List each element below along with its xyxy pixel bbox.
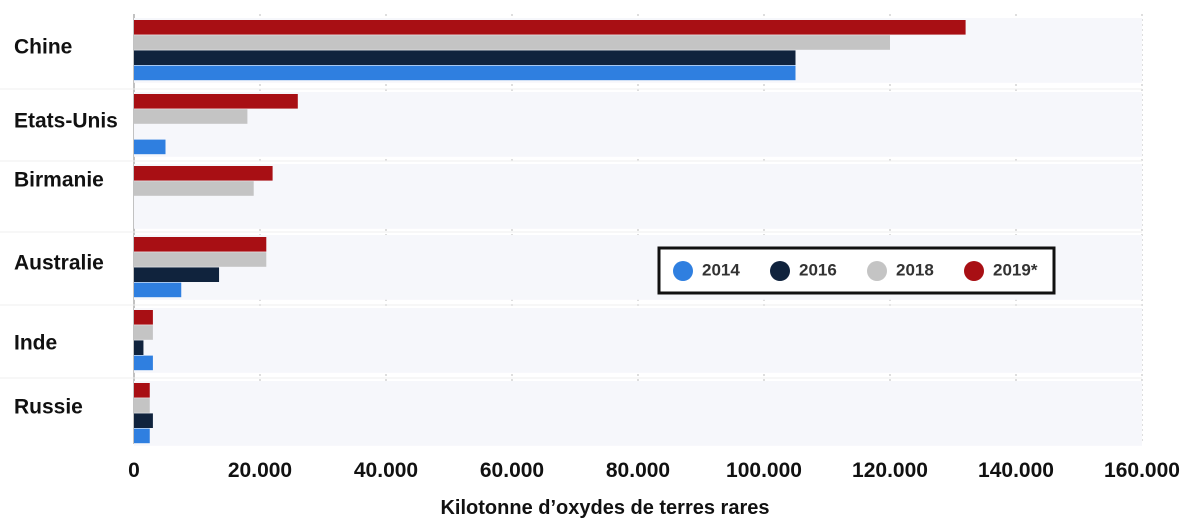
bar bbox=[134, 252, 267, 267]
legend-marker bbox=[964, 261, 984, 281]
bar bbox=[134, 428, 150, 444]
bar bbox=[134, 267, 220, 282]
legend-marker bbox=[867, 261, 887, 281]
category-label: Birmanie bbox=[14, 169, 104, 192]
category-label: Russie bbox=[14, 396, 83, 419]
x-tick-label: 120.000 bbox=[852, 459, 928, 482]
category-band bbox=[134, 164, 1142, 229]
bar bbox=[134, 237, 267, 252]
bars bbox=[134, 20, 966, 444]
bar bbox=[134, 181, 254, 196]
category-label: Australie bbox=[14, 252, 104, 275]
bar bbox=[134, 282, 182, 298]
category-label: Chine bbox=[14, 36, 72, 59]
legend: 2014 2016 2018 2019* bbox=[657, 246, 1056, 295]
category-band bbox=[134, 92, 1142, 157]
bar bbox=[134, 383, 150, 398]
category-label: Etats-Unis bbox=[14, 110, 118, 133]
x-tick-label: 100.000 bbox=[726, 459, 802, 482]
bar bbox=[134, 50, 796, 65]
bar bbox=[134, 355, 153, 371]
legend-label: 2014 bbox=[702, 260, 740, 279]
bar bbox=[134, 139, 166, 155]
category-band bbox=[134, 308, 1142, 373]
bar bbox=[134, 35, 890, 50]
x-axis-title: Kilotonne d’oxydes de terres rares bbox=[440, 497, 769, 519]
x-tick-label: 60.000 bbox=[480, 459, 544, 482]
bar bbox=[134, 325, 153, 340]
x-tick-label: 140.000 bbox=[978, 459, 1054, 482]
legend-label: 2018 bbox=[896, 260, 934, 279]
legend-box bbox=[657, 246, 1056, 295]
legend-items: 2014 2016 2018 2019* bbox=[673, 260, 1038, 281]
x-tick-label: 0 bbox=[128, 459, 140, 482]
legend-label: 2019* bbox=[993, 260, 1038, 279]
bar bbox=[134, 65, 796, 81]
bar bbox=[134, 166, 273, 181]
bar bbox=[134, 398, 150, 413]
bar bbox=[134, 340, 144, 355]
x-tick-label: 20.000 bbox=[228, 459, 292, 482]
x-tick-label: 80.000 bbox=[606, 459, 670, 482]
x-tick-labels: 0 20.000 40.000 60.000 80.000 100.000 120.000 1… bbox=[128, 459, 1180, 482]
legend-label: 2016 bbox=[799, 260, 837, 279]
bar bbox=[134, 413, 153, 428]
bar bbox=[134, 310, 153, 325]
x-tick-label: 40.000 bbox=[354, 459, 418, 482]
bar bbox=[134, 94, 298, 109]
legend-marker bbox=[770, 261, 790, 281]
x-tick-label: 160.000 bbox=[1104, 459, 1180, 482]
bar bbox=[134, 109, 248, 124]
gridlines bbox=[133, 14, 1143, 444]
category-band bbox=[134, 381, 1142, 446]
category-labels: Chine Etats-Unis Birmanie Australie Inde Russ… bbox=[14, 36, 118, 419]
category-label: Inde bbox=[14, 332, 57, 355]
bar bbox=[134, 20, 966, 35]
category-bands bbox=[0, 18, 1142, 446]
legend-marker bbox=[673, 261, 693, 281]
